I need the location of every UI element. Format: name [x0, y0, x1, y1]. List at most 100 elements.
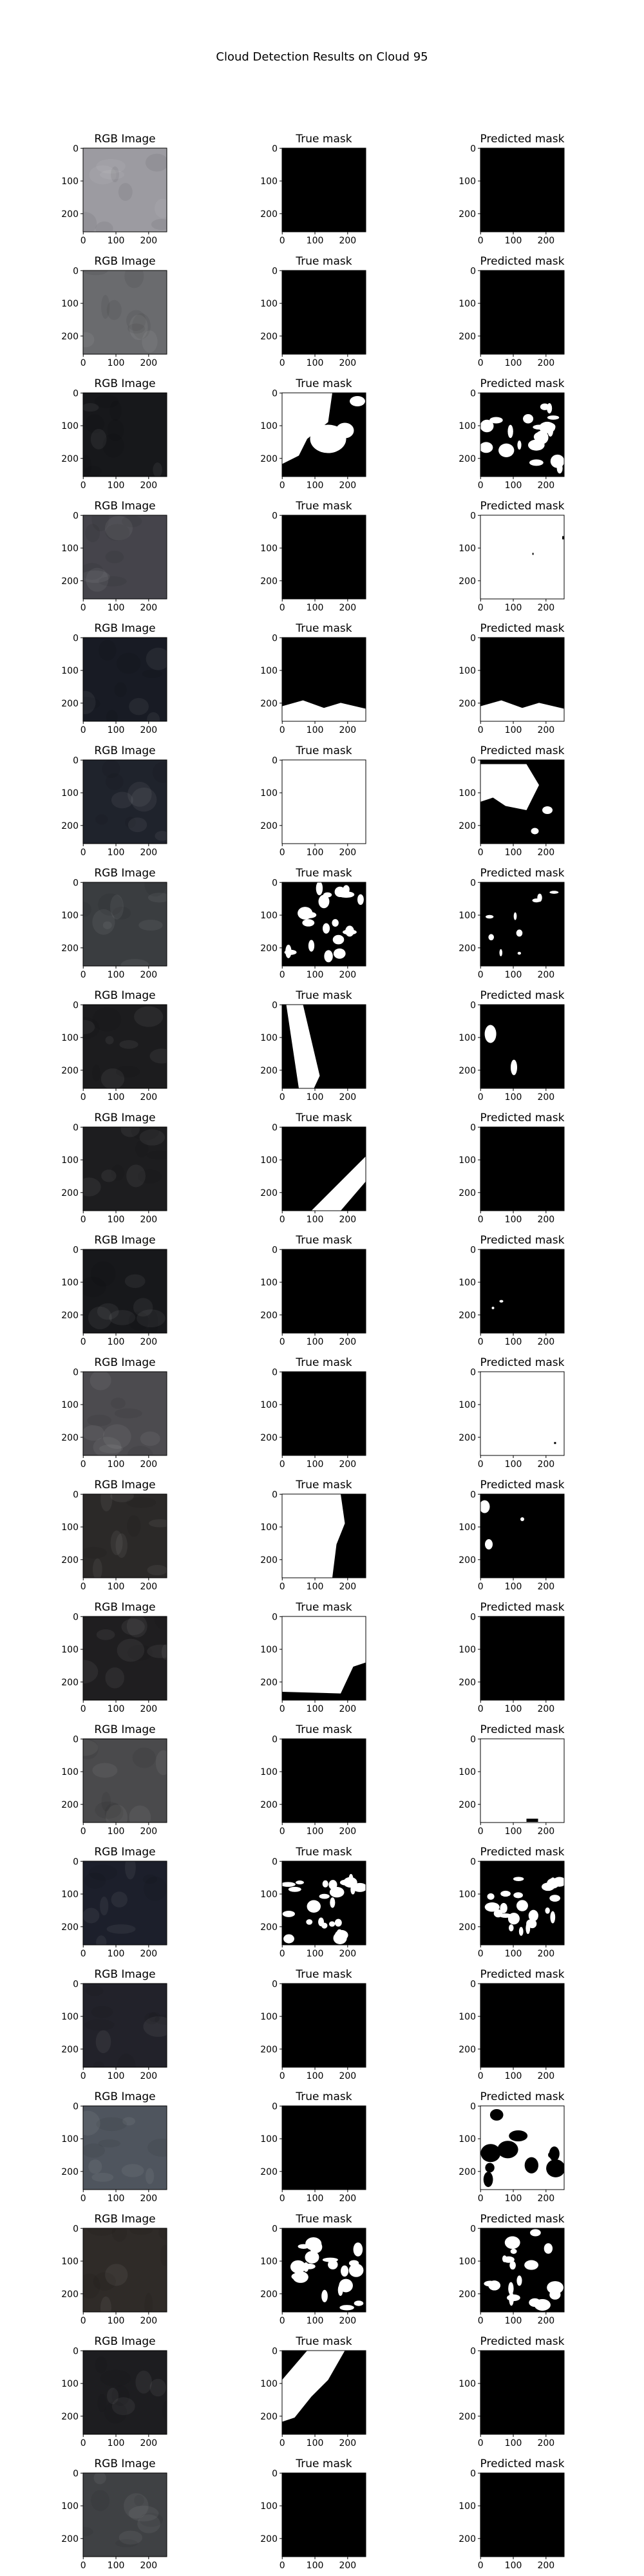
panel-6-pred-mask: Predicted mask 0 100 200 0 100 200	[459, 744, 564, 858]
mask-blob	[509, 2291, 514, 2306]
panel-title: Predicted mask	[480, 1234, 565, 1247]
axes-frame	[281, 882, 366, 967]
rgb-texture	[120, 959, 149, 966]
axes-frame	[480, 1983, 565, 2068]
rgb-texture	[95, 2356, 108, 2374]
y-tick-label: 200	[459, 2045, 476, 2055]
x-tick-label: 0	[478, 1459, 484, 1470]
rgb-texture	[90, 1261, 116, 1287]
mask-fill	[480, 148, 564, 232]
mask-image	[480, 515, 564, 599]
rgb-image-fill	[83, 270, 167, 354]
x-tick-label: 0	[80, 848, 86, 858]
rgb-texture	[105, 773, 124, 790]
mask-blob	[303, 2263, 316, 2269]
x-tick-label: 100	[307, 725, 324, 735]
rgb-image	[83, 1005, 167, 1088]
y-tick-label: 0	[73, 755, 79, 766]
x-tick-label: 200	[140, 603, 157, 613]
mask-blob	[322, 2257, 338, 2262]
rgb-texture	[106, 1924, 136, 1934]
mask-image	[282, 1739, 366, 1823]
y-tick-label: 200	[61, 821, 79, 831]
mask-blob	[480, 2144, 501, 2163]
rgb-texture	[87, 1414, 112, 1426]
rgb-texture	[143, 1876, 167, 1901]
x-tick-label: 100	[108, 480, 125, 491]
mask-background	[480, 2228, 564, 2312]
panel-title: True mask	[295, 133, 352, 146]
panel-8-true-mask: True mask 0 100 200 0 100 200	[260, 989, 366, 1103]
axes-frame	[480, 1738, 565, 1823]
rgb-texture	[137, 1169, 162, 1184]
rgb-image	[83, 148, 167, 232]
rgb-texture	[161, 1644, 167, 1660]
mask-image	[282, 2351, 366, 2434]
y-tick-label: 100	[459, 1400, 476, 1410]
mask-region	[480, 700, 564, 721]
y-tick-label: 100	[61, 2379, 79, 2389]
axes-frame	[480, 1126, 565, 1211]
y-tick-label: 200	[459, 209, 476, 220]
x-tick-label: 0	[80, 2438, 86, 2448]
mask-blob	[516, 2275, 522, 2286]
y-tick-label: 0	[272, 1490, 278, 1500]
rgb-texture	[95, 2030, 111, 2054]
x-tick-label: 200	[140, 1459, 157, 1470]
mask-blob	[306, 1919, 313, 1925]
rgb-texture	[112, 906, 131, 920]
y-tick-label: 200	[459, 699, 476, 709]
x-tick-label: 200	[339, 1337, 356, 1347]
y-tick-label: 100	[61, 2501, 79, 2512]
rgb-texture	[100, 2369, 131, 2387]
y-tick-label: 200	[459, 1555, 476, 1566]
panel-title: Predicted mask	[480, 1968, 565, 1981]
mask-blob	[550, 1911, 556, 1924]
y-tick-label: 200	[260, 2412, 278, 2422]
panel-6-rgb: RGB Image 0 100 200 0 100 200	[61, 744, 167, 858]
rgb-texture	[101, 1170, 117, 1182]
y-tick-label: 100	[61, 544, 79, 554]
rgb-texture	[111, 1164, 125, 1181]
y-tick-label: 0	[470, 2468, 476, 2479]
panel-title: True mask	[295, 867, 352, 880]
x-tick-label: 100	[108, 848, 125, 858]
rgb-texture	[83, 1019, 95, 1034]
mask-blob	[292, 2271, 308, 2283]
mask-blob	[322, 923, 330, 934]
rgb-texture	[83, 332, 95, 348]
rgb-texture	[102, 921, 112, 929]
panel-title: RGB Image	[94, 2335, 155, 2348]
y-tick-label: 100	[61, 1400, 79, 1410]
x-tick-label: 200	[537, 1092, 554, 1103]
rgb-image	[83, 1739, 167, 1823]
x-tick-label: 0	[80, 1215, 86, 1225]
y-tick-label: 0	[73, 2224, 79, 2234]
x-tick-label: 200	[140, 725, 157, 735]
rgb-texture	[95, 221, 113, 232]
axes-frame	[480, 1371, 565, 1456]
x-tick-label: 100	[307, 1337, 324, 1347]
rgb-texture	[144, 882, 167, 897]
mask-speck	[526, 1819, 538, 1822]
rgb-texture	[85, 414, 105, 433]
rgb-texture	[143, 2016, 167, 2037]
mask-blob	[328, 2260, 338, 2269]
x-tick-label: 200	[339, 236, 356, 246]
y-tick-label: 100	[459, 2501, 476, 2512]
mask-fill	[282, 270, 366, 354]
mask-blob	[508, 2282, 514, 2295]
y-tick-label: 0	[470, 1734, 476, 1745]
rgb-texture	[94, 395, 119, 408]
rgb-texture	[105, 1667, 125, 1689]
y-tick-label: 0	[272, 1245, 278, 1255]
axes-frame	[281, 270, 366, 355]
mask-image	[480, 2473, 564, 2557]
x-tick-label: 100	[505, 2561, 522, 2571]
rgb-texture	[111, 166, 119, 183]
rgb-texture	[89, 165, 117, 185]
rgb-image-fill	[83, 148, 167, 232]
y-tick-label: 0	[73, 1000, 79, 1010]
mask-blob	[541, 1882, 555, 1891]
axes-frame	[82, 1493, 167, 1578]
